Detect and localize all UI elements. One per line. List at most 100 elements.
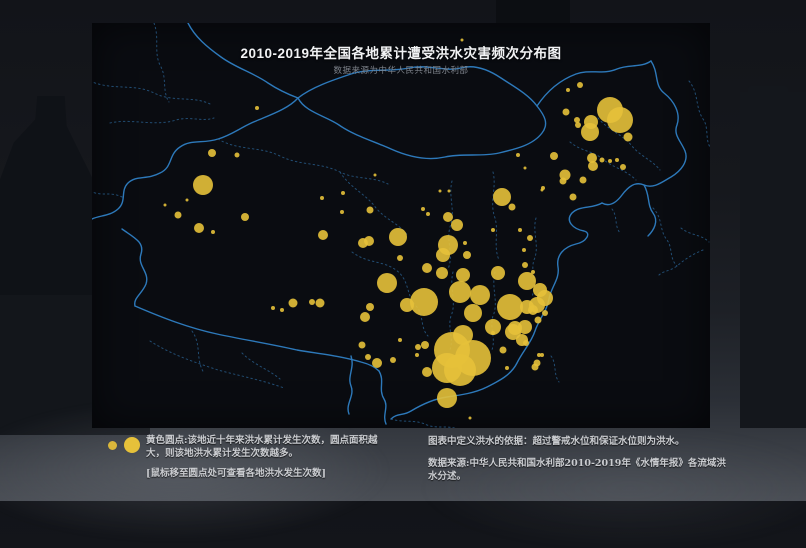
flood-bubble[interactable] [436, 267, 448, 279]
flood-bubble[interactable] [566, 88, 570, 92]
flood-bubble[interactable] [280, 308, 284, 312]
flood-bubble[interactable] [493, 188, 511, 206]
flood-bubble[interactable] [599, 157, 605, 163]
flood-bubble[interactable] [522, 262, 528, 268]
flood-bubble[interactable] [522, 248, 526, 252]
flood-bubble[interactable] [444, 354, 476, 386]
flood-bubble[interactable] [422, 367, 432, 377]
flood-bubble[interactable] [390, 357, 396, 363]
flood-bubble[interactable] [537, 353, 541, 357]
flood-bubble[interactable] [366, 206, 374, 214]
flood-bubble[interactable] [615, 158, 619, 162]
flood-bubble[interactable] [499, 346, 507, 354]
flood-bubble[interactable] [577, 82, 583, 88]
flood-bubble[interactable] [491, 331, 495, 335]
flood-bubble[interactable] [491, 228, 495, 232]
flood-bubble[interactable] [505, 366, 509, 370]
flood-bubble[interactable] [533, 359, 541, 367]
flood-bubble[interactable] [315, 298, 325, 308]
flood-bubble[interactable] [518, 272, 536, 290]
flood-bubble[interactable] [491, 266, 505, 280]
flood-bubble[interactable] [437, 388, 457, 408]
bubble-layer[interactable] [163, 38, 634, 420]
flood-bubble[interactable] [358, 341, 366, 349]
flood-bubble[interactable] [185, 198, 189, 202]
flood-bubble[interactable] [485, 319, 501, 335]
flood-bubble[interactable] [211, 230, 215, 234]
flood-bubble[interactable] [449, 281, 471, 303]
flood-bubble[interactable] [579, 176, 587, 184]
flood-bubble[interactable] [443, 212, 453, 222]
flood-bubble[interactable] [608, 159, 612, 163]
flood-bubble[interactable] [397, 255, 403, 261]
flood-bubble[interactable] [463, 251, 471, 259]
flood-bubble[interactable] [255, 106, 259, 110]
flood-bubble[interactable] [528, 305, 538, 315]
flood-bubble[interactable] [426, 212, 430, 216]
flood-bubble[interactable] [537, 290, 553, 306]
flood-bubble[interactable] [581, 123, 599, 141]
flood-bubble[interactable] [241, 213, 249, 221]
flood-bubble[interactable] [234, 152, 240, 158]
flood-bubble[interactable] [415, 344, 421, 350]
flood-bubble[interactable] [389, 228, 407, 246]
flood-bubble[interactable] [587, 153, 597, 163]
flood-bubble[interactable] [534, 316, 542, 324]
flood-bubble[interactable] [193, 175, 213, 195]
flood-bubble[interactable] [365, 354, 371, 360]
flood-bubble[interactable] [540, 188, 544, 192]
flood-bubble[interactable] [163, 203, 167, 207]
flood-bubble[interactable] [540, 353, 544, 357]
flood-bubble[interactable] [340, 210, 344, 214]
flood-bubble[interactable] [460, 38, 464, 42]
flood-bubble[interactable] [620, 164, 626, 170]
flood-bubble[interactable] [421, 207, 425, 211]
flood-bubble[interactable] [497, 294, 523, 320]
flood-bubble[interactable] [174, 211, 182, 219]
flood-bubble[interactable] [271, 306, 275, 310]
flood-bubble[interactable] [447, 189, 451, 193]
flood-bubble[interactable] [366, 303, 374, 311]
flood-bubble[interactable] [422, 263, 432, 273]
flood-bubble[interactable] [550, 152, 558, 160]
flood-bubble[interactable] [320, 196, 324, 200]
flood-bubble[interactable] [569, 193, 577, 201]
flood-bubble[interactable] [518, 320, 532, 334]
flood-bubble[interactable] [410, 288, 438, 316]
flood-bubble[interactable] [527, 235, 533, 241]
flood-bubble[interactable] [588, 161, 598, 171]
flood-bubble[interactable] [562, 108, 570, 116]
flood-bubble[interactable] [575, 122, 581, 128]
flood-bubble[interactable] [464, 304, 482, 322]
flood-bubble[interactable] [451, 219, 463, 231]
flood-bubble[interactable] [505, 324, 521, 340]
flood-bubble[interactable] [516, 153, 520, 157]
flood-bubble[interactable] [607, 107, 633, 133]
flood-bubble[interactable] [377, 273, 397, 293]
flood-bubble[interactable] [438, 189, 442, 193]
flood-bubble[interactable] [318, 230, 328, 240]
flood-bubble[interactable] [523, 340, 529, 346]
flood-bubble[interactable] [523, 166, 527, 170]
flood-bubble[interactable] [360, 312, 370, 322]
flood-bubble[interactable] [470, 285, 490, 305]
flood-bubble[interactable] [559, 177, 567, 185]
flood-bubble[interactable] [463, 241, 467, 245]
flood-bubble[interactable] [436, 248, 450, 262]
flood-bubble[interactable] [398, 338, 402, 342]
flood-bubble[interactable] [341, 191, 345, 195]
flood-bubble[interactable] [531, 270, 535, 274]
flood-bubble[interactable] [400, 298, 414, 312]
flood-bubble[interactable] [208, 149, 216, 157]
flood-bubble[interactable] [309, 299, 315, 305]
flood-bubble[interactable] [288, 298, 298, 308]
flood-bubble[interactable] [194, 223, 204, 233]
flood-bubble[interactable] [508, 203, 516, 211]
flood-bubble[interactable] [518, 228, 522, 232]
flood-bubble[interactable] [542, 310, 548, 316]
flood-bubble[interactable] [421, 341, 429, 349]
flood-bubble[interactable] [415, 353, 419, 357]
flood-bubble[interactable] [373, 173, 377, 177]
flood-bubble[interactable] [468, 416, 472, 420]
flood-bubble[interactable] [456, 268, 470, 282]
